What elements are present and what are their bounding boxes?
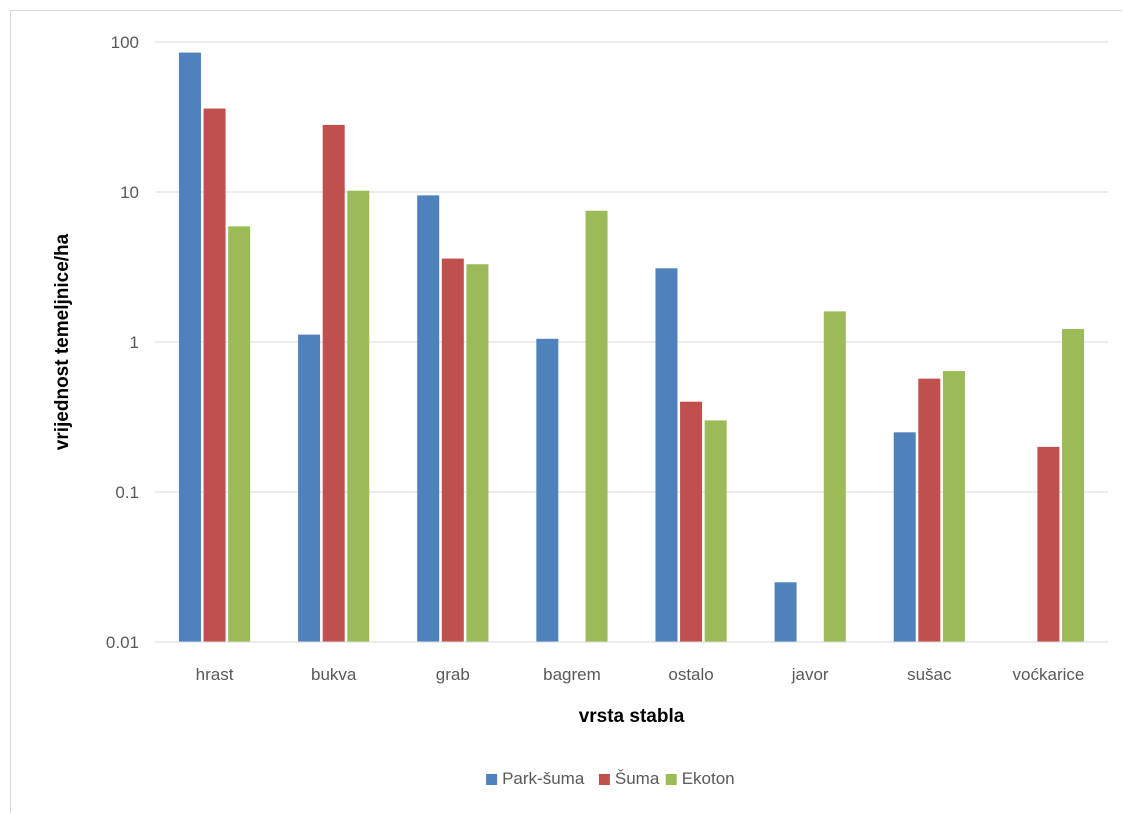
legend-swatch — [486, 774, 498, 785]
bar — [655, 268, 678, 642]
x-tick-label: hrast — [196, 665, 234, 684]
legend-label: Ekoton — [682, 769, 735, 788]
bar — [466, 264, 489, 642]
y-tick-label: 100 — [111, 33, 139, 52]
bar — [1062, 329, 1085, 642]
x-tick-label: grab — [436, 665, 470, 684]
bar — [322, 124, 345, 643]
x-tick-label: sušac — [907, 665, 952, 684]
legend-label: Šuma — [615, 769, 660, 788]
x-tick-label: ostalo — [668, 665, 713, 684]
bar — [178, 52, 201, 643]
y-axis-ticks: 0.01 0.1 1 10 100 — [106, 33, 139, 652]
x-tick-label: bagrem — [543, 665, 601, 684]
legend: Park-šuma Šuma Ekoton — [486, 769, 735, 788]
bar — [893, 432, 916, 642]
bar — [441, 258, 464, 642]
bars — [178, 52, 1085, 643]
bar — [228, 226, 251, 642]
legend-swatch — [665, 774, 677, 785]
bar — [823, 311, 846, 642]
bar — [298, 334, 321, 642]
bar — [680, 401, 703, 642]
chart-frame — [10, 10, 1122, 813]
x-tick-label: bukva — [311, 665, 357, 684]
legend-swatch — [598, 774, 610, 785]
bar — [774, 582, 797, 642]
bar — [942, 371, 965, 642]
bar — [1037, 446, 1060, 642]
bar — [918, 378, 941, 642]
x-tick-label: javor — [791, 665, 829, 684]
y-axis-title: vrijednost temeljnice/ha — [52, 233, 73, 450]
bar — [536, 338, 559, 642]
bar — [203, 108, 226, 642]
y-tick-label: 1 — [130, 333, 139, 352]
x-tick-label: voćkarice — [1013, 665, 1085, 684]
bar — [347, 190, 370, 643]
bar — [704, 420, 727, 642]
bar — [417, 195, 440, 642]
gridlines — [155, 41, 1108, 493]
x-axis-title: vrsta stabla — [579, 706, 685, 727]
y-tick-label: 0.1 — [115, 483, 139, 502]
x-axis-ticks: hrast bukva grab bagrem ostalo javor sušac voćk… — [196, 665, 1085, 684]
bar — [585, 210, 608, 642]
y-tick-label: 10 — [120, 183, 139, 202]
legend-label: Park-šuma — [502, 769, 585, 788]
y-tick-label: 0.01 — [106, 633, 139, 652]
